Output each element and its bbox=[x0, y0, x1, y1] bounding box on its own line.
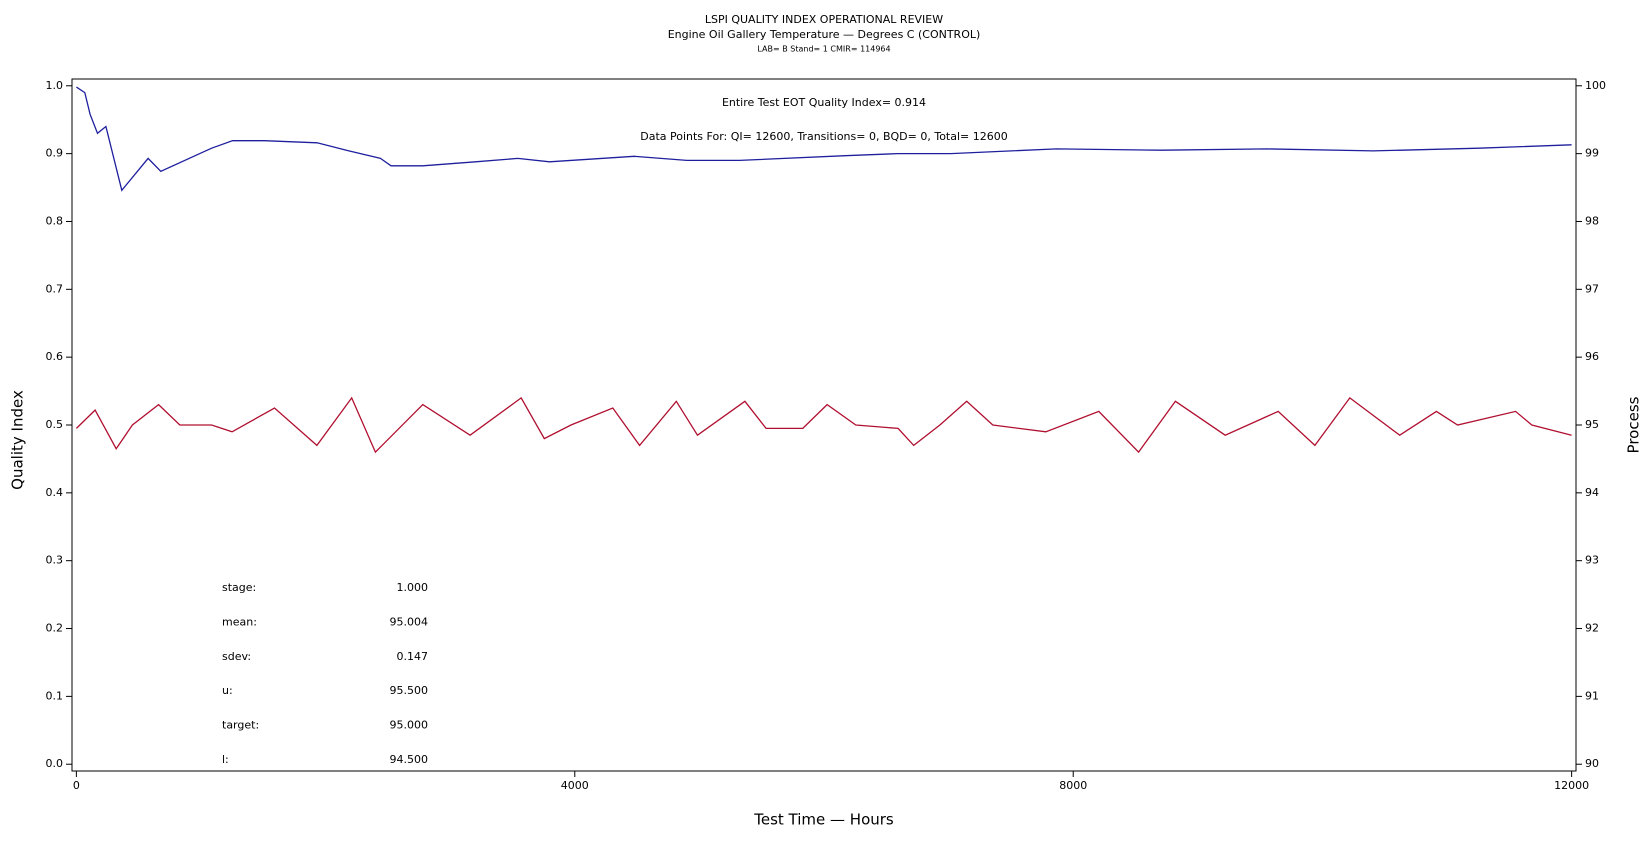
y2-tick-label: 98 bbox=[1585, 214, 1599, 227]
stat-label: l: bbox=[222, 753, 229, 766]
y2-tick-label: 95 bbox=[1585, 418, 1599, 431]
y-tick-label: 0.9 bbox=[46, 147, 64, 160]
stat-value: 95.500 bbox=[390, 684, 429, 697]
y-tick-label: 0.2 bbox=[46, 622, 64, 635]
x-tick-label: 12000 bbox=[1554, 779, 1589, 792]
y2-tick-label: 97 bbox=[1585, 282, 1599, 295]
plot-frame bbox=[71, 78, 1577, 772]
x-axis-label: Test Time — Hours bbox=[753, 811, 894, 829]
stat-value: 95.000 bbox=[390, 719, 429, 732]
data-line bbox=[76, 86, 1572, 192]
stat-value: 95.004 bbox=[390, 615, 429, 628]
stat-value: 94.500 bbox=[390, 753, 429, 766]
stat-label: u: bbox=[222, 684, 233, 697]
data-line bbox=[75, 396, 1572, 454]
stat-value: 1.000 bbox=[397, 581, 429, 594]
stat-value: 0.147 bbox=[397, 650, 429, 663]
y-tick-label: 0.0 bbox=[46, 757, 64, 770]
y2-tick-label: 99 bbox=[1585, 147, 1599, 160]
y-tick-label: 0.1 bbox=[46, 689, 64, 702]
y2-tick-label: 96 bbox=[1585, 350, 1599, 363]
chart-title: LSPI QUALITY INDEX OPERATIONAL REVIEW bbox=[705, 13, 943, 26]
stat-label: target: bbox=[222, 719, 259, 732]
y2-tick-label: 94 bbox=[1585, 486, 1599, 499]
y2-axis-label: Process bbox=[1625, 396, 1643, 453]
annotation: Entire Test EOT Quality Index= 0.914 bbox=[722, 96, 926, 109]
x-tick-label: 4000 bbox=[561, 779, 589, 792]
y2-tick-label: 92 bbox=[1585, 622, 1599, 635]
y-tick-label: 0.3 bbox=[46, 554, 64, 567]
y2-tick-label: 100 bbox=[1585, 79, 1606, 92]
chart-subtitle: LAB= B Stand= 1 CMIR= 114964 bbox=[757, 45, 890, 54]
y-tick-label: 0.6 bbox=[46, 350, 64, 363]
y-tick-label: 1.0 bbox=[46, 79, 64, 92]
x-tick-label: 0 bbox=[73, 779, 80, 792]
y2-tick-label: 93 bbox=[1585, 554, 1599, 567]
y-tick-label: 0.7 bbox=[46, 282, 64, 295]
y-axis-label: Quality Index bbox=[9, 390, 27, 490]
annotation: Data Points For: QI= 12600, Transitions=… bbox=[640, 130, 1008, 143]
y-tick-label: 0.8 bbox=[46, 214, 64, 227]
y-tick-label: 0.5 bbox=[46, 418, 64, 431]
y2-tick-label: 91 bbox=[1585, 689, 1599, 702]
y-tick-label: 0.4 bbox=[46, 486, 64, 499]
stat-label: mean: bbox=[222, 615, 257, 628]
stat-label: stage: bbox=[222, 581, 256, 594]
y2-tick-label: 90 bbox=[1585, 757, 1599, 770]
x-tick-label: 8000 bbox=[1059, 779, 1087, 792]
stat-label: sdev: bbox=[222, 650, 251, 663]
chart-subtitle: Engine Oil Gallery Temperature — Degrees… bbox=[668, 28, 981, 41]
